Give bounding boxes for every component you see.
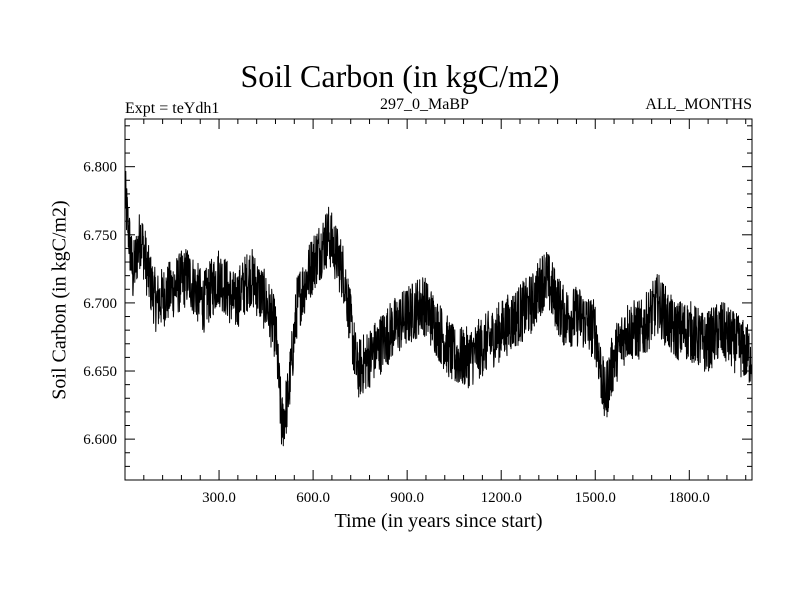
y-tick-label: 6.800 bbox=[83, 160, 117, 176]
experiment-label: Expt = teYdh1 bbox=[125, 100, 220, 117]
y-tick-label: 6.700 bbox=[83, 296, 117, 312]
period-label: 297_0_MaBP bbox=[380, 96, 469, 113]
x-tick-label: 600.0 bbox=[296, 490, 330, 506]
chart-title: Soil Carbon (in kgC/m2) bbox=[240, 58, 560, 94]
x-tick-label: 900.0 bbox=[390, 490, 424, 506]
x-tick-label: 1800.0 bbox=[669, 490, 710, 506]
y-tick-label: 6.650 bbox=[83, 364, 117, 380]
ticks-layer: 300.0 600.0 900.0 1200.0 1500.0 1800.0 6.600 6.… bbox=[83, 119, 752, 506]
x-tick-label: 1500.0 bbox=[575, 490, 616, 506]
series-line-0 bbox=[124, 170, 753, 447]
months-label: ALL_MONTHS bbox=[645, 96, 752, 113]
series-layer bbox=[124, 170, 753, 447]
y-tick-label: 6.600 bbox=[83, 432, 117, 448]
plot-frame bbox=[124, 118, 753, 481]
y-tick-label: 6.750 bbox=[83, 228, 117, 244]
x-axis-label: Time (in years since start) bbox=[334, 510, 543, 532]
x-tick-label: 1200.0 bbox=[481, 490, 522, 506]
x-tick-label: 300.0 bbox=[202, 490, 236, 506]
